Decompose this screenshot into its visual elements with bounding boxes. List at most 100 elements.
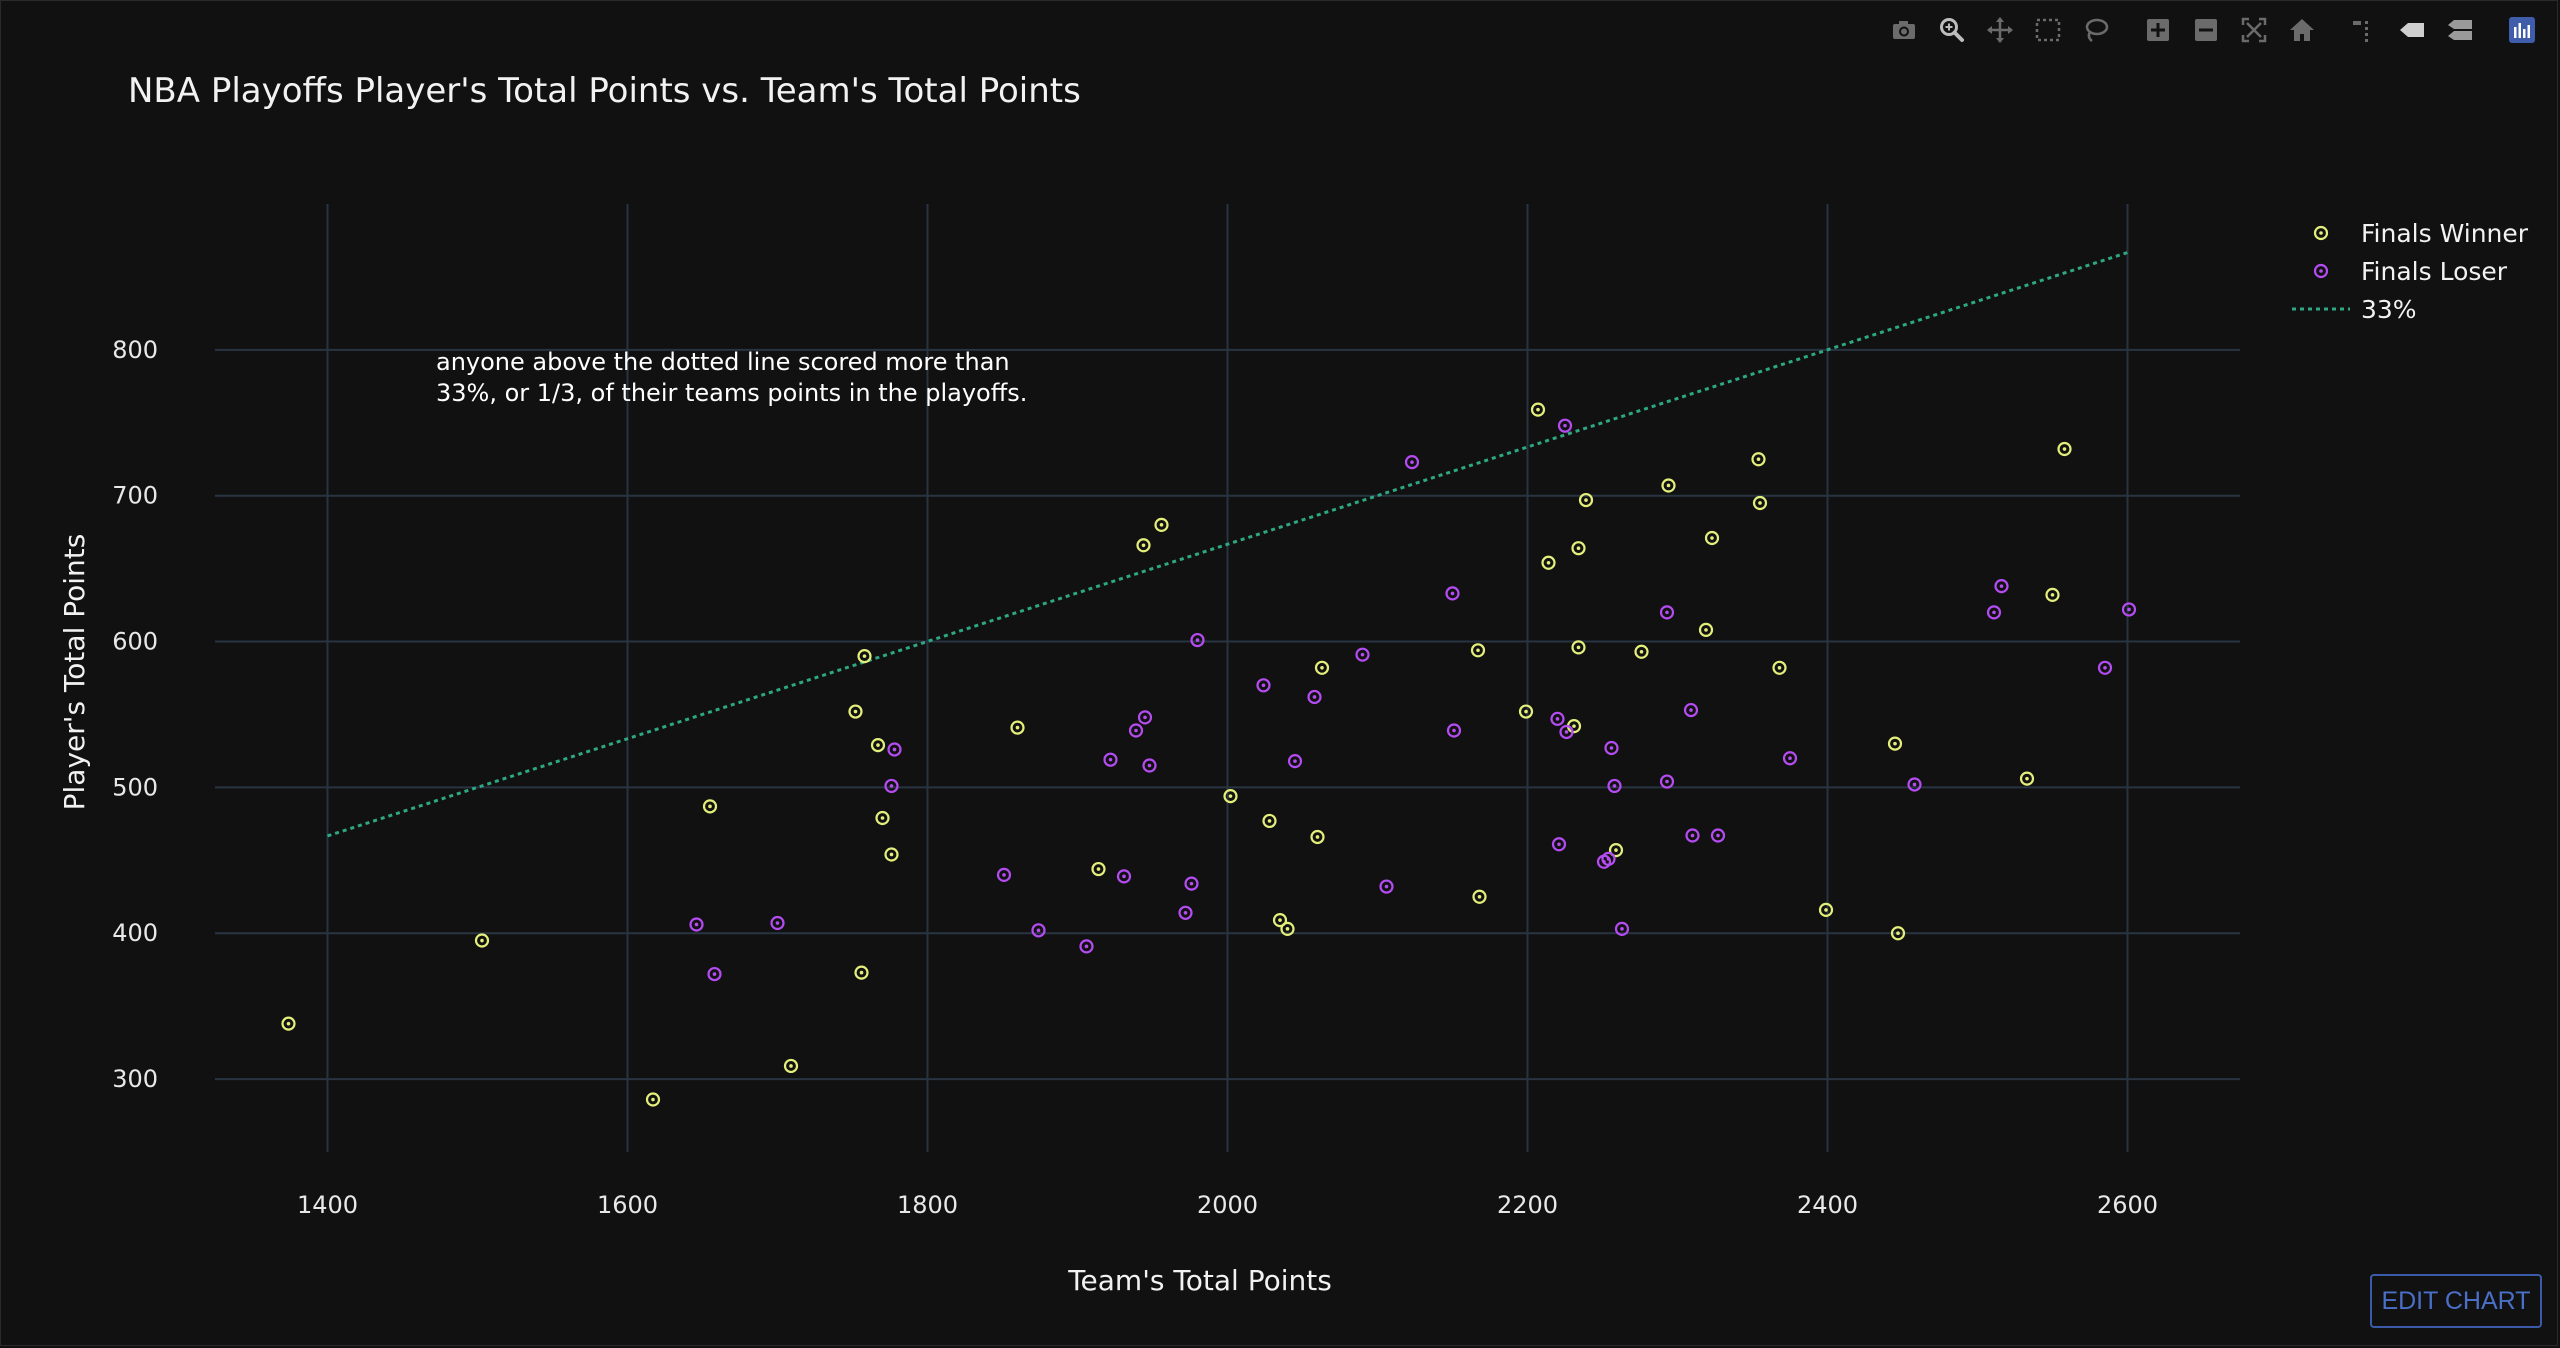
finals-loser-point[interactable]: [1559, 724, 1574, 740]
finals-loser-point[interactable]: [1550, 711, 1565, 726]
finals-winner-point[interactable]: [1704, 530, 1720, 546]
finals-winner-point[interactable]: [857, 649, 872, 664]
finals-loser-point[interactable]: [1710, 828, 1726, 843]
lasso-select-icon[interactable]: [2072, 12, 2120, 48]
finals-winner-point[interactable]: [884, 847, 899, 862]
finals-winner-point[interactable]: [645, 1092, 661, 1107]
finals-winner-point[interactable]: [854, 965, 869, 980]
finals-loser-point[interactable]: [1079, 939, 1094, 954]
finals-loser-point[interactable]: [1190, 632, 1205, 648]
finals-winner-point[interactable]: [2057, 441, 2072, 457]
finals-loser-point[interactable]: [1184, 876, 1199, 891]
finals-winner-point[interactable]: [1272, 913, 1288, 928]
finals-loser-point[interactable]: [1607, 778, 1622, 794]
pan-icon[interactable]: [1976, 12, 2024, 48]
finals-winner-point[interactable]: [1698, 622, 1714, 637]
finals-loser-point[interactable]: [1307, 689, 1322, 705]
finals-winner-point[interactable]: [1223, 789, 1238, 804]
finals-winner-point[interactable]: [1280, 921, 1295, 936]
finals-winner-point[interactable]: [1472, 889, 1487, 904]
finals-loser-point[interactable]: [1404, 455, 1420, 470]
legend-item-finals-loser[interactable]: Finals Loser: [2313, 257, 2508, 286]
finals-loser-point[interactable]: [1137, 710, 1153, 725]
finals-loser-point[interactable]: [1103, 752, 1118, 767]
finals-winner-point[interactable]: [1571, 640, 1586, 655]
box-select-icon[interactable]: [2024, 12, 2072, 48]
finals-winner-point[interactable]: [1518, 704, 1534, 719]
finals-winner-point[interactable]: [1752, 495, 1768, 511]
finals-winner-point[interactable]: [1136, 538, 1151, 553]
finals-winner-point[interactable]: [1751, 452, 1766, 467]
finals-winner-point[interactable]: [702, 799, 718, 814]
finals-winner-point[interactable]: [1772, 660, 1787, 675]
finals-winner-point[interactable]: [2019, 771, 2035, 786]
finals-winner-point[interactable]: [1154, 517, 1169, 532]
finals-winner-point[interactable]: [1470, 643, 1486, 658]
finals-winner-point[interactable]: [1890, 926, 1906, 941]
finals-loser-point[interactable]: [1551, 837, 1567, 852]
finals-winner-point[interactable]: [1091, 861, 1106, 877]
finals-loser-point[interactable]: [1355, 647, 1370, 662]
finals-loser-point[interactable]: [887, 742, 902, 757]
finals-loser-point[interactable]: [1659, 774, 1675, 789]
zoom-in-icon[interactable]: [2134, 12, 2182, 48]
finals-loser-point[interactable]: [1557, 418, 1573, 433]
finals-loser-point[interactable]: [1446, 723, 1462, 738]
finals-loser-point[interactable]: [1256, 678, 1271, 693]
finals-loser-point[interactable]: [1782, 751, 1798, 766]
zoom-icon[interactable]: [1928, 12, 1976, 48]
finals-winner-point[interactable]: [875, 810, 890, 826]
finals-loser-point[interactable]: [1614, 921, 1630, 936]
finals-winner-point[interactable]: [1530, 402, 1546, 417]
finals-winner-point[interactable]: [870, 737, 886, 753]
finals-loser-point[interactable]: [707, 966, 722, 982]
finals-loser-point[interactable]: [1685, 828, 1700, 843]
finals-loser-point[interactable]: [884, 778, 899, 794]
spike-lines-icon[interactable]: [2340, 12, 2388, 48]
hover-closest-icon[interactable]: [2388, 12, 2436, 48]
finals-winner-point[interactable]: [1310, 829, 1325, 845]
finals-loser-point[interactable]: [1601, 851, 1616, 866]
finals-winner-point[interactable]: [1661, 478, 1676, 493]
finals-loser-point[interactable]: [1178, 905, 1193, 920]
autoscale-icon[interactable]: [2230, 12, 2278, 48]
finals-loser-point[interactable]: [1116, 869, 1132, 884]
finals-loser-point[interactable]: [1986, 605, 2002, 620]
finals-winner-point[interactable]: [474, 933, 490, 948]
finals-winner-point[interactable]: [1571, 541, 1586, 556]
data-points[interactable]: [281, 402, 2137, 1107]
plotly-logo-icon[interactable]: [2498, 12, 2546, 48]
finals-winner-point[interactable]: [1818, 902, 1834, 917]
finals-loser-point[interactable]: [1907, 777, 1922, 792]
finals-loser-point[interactable]: [1128, 723, 1144, 738]
finals-loser-point[interactable]: [2121, 602, 2137, 617]
legend-item-33-[interactable]: 33%: [2292, 295, 2417, 324]
finals-loser-point[interactable]: [1994, 579, 2009, 594]
finals-winner-point[interactable]: [848, 704, 863, 719]
finals-loser-point[interactable]: [1379, 879, 1394, 894]
finals-loser-point[interactable]: [2097, 660, 2113, 675]
finals-loser-point[interactable]: [1287, 754, 1303, 769]
finals-loser-point[interactable]: [1604, 740, 1619, 756]
finals-winner-point[interactable]: [1262, 813, 1277, 829]
finals-loser-point[interactable]: [1142, 758, 1157, 773]
finals-loser-point[interactable]: [1031, 923, 1046, 938]
finals-winner-point[interactable]: [1887, 736, 1903, 751]
finals-winner-point[interactable]: [2045, 587, 2060, 602]
finals-winner-point[interactable]: [1608, 842, 1624, 858]
legend-item-finals-winner[interactable]: Finals Winner: [2313, 219, 2529, 248]
home-icon[interactable]: [2278, 12, 2326, 48]
finals-winner-point[interactable]: [1578, 492, 1594, 508]
finals-winner-point[interactable]: [1541, 555, 1556, 570]
legend[interactable]: Finals Winner Finals Loser 33%: [2292, 219, 2529, 324]
finals-loser-point[interactable]: [689, 917, 704, 932]
finals-loser-point[interactable]: [1683, 702, 1699, 718]
finals-winner-point[interactable]: [281, 1016, 296, 1031]
hover-compare-icon[interactable]: [2436, 12, 2484, 48]
finals-loser-point[interactable]: [770, 915, 785, 931]
finals-winner-point[interactable]: [1314, 660, 1330, 675]
finals-loser-point[interactable]: [996, 867, 1012, 882]
finals-winner-point[interactable]: [1634, 644, 1649, 659]
finals-loser-point[interactable]: [1445, 586, 1460, 601]
